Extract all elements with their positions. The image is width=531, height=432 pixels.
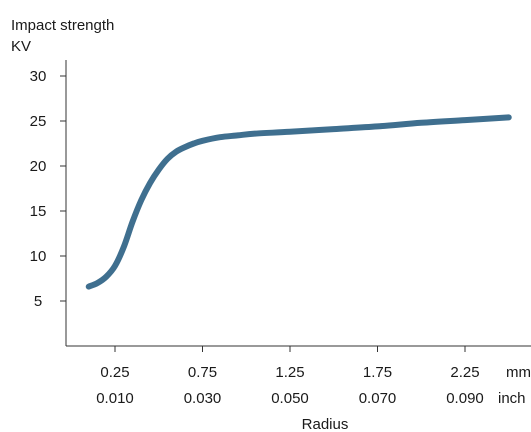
x-tick-label-inch: 0.010 [96, 390, 134, 407]
x-tick-label-mm: 0.75 [188, 364, 217, 381]
y-tick-label: 20 [30, 158, 47, 175]
x-tick-label-inch: 0.090 [446, 390, 484, 407]
x-tick-label-mm: 2.25 [450, 364, 479, 381]
x-axis-title: Radius [302, 416, 349, 432]
x-tick-label-inch: 0.030 [184, 390, 222, 407]
x-unit-inch: inch [498, 390, 526, 407]
y-tick-label: 25 [30, 113, 47, 130]
x-tick-label-mm: 1.75 [363, 364, 392, 381]
y-tick-label: 30 [30, 68, 47, 85]
x-axis-ticks: 0.25 0.010 0.75 0.030 1.25 0.050 1.75 0.070 2.25… [96, 346, 484, 407]
y-axis-title-line2: KV [11, 38, 31, 55]
y-axis-title-line1: Impact strength [11, 17, 114, 34]
x-tick-label-inch: 0.070 [359, 390, 397, 407]
x-tick-label-mm: 0.25 [100, 364, 129, 381]
x-tick-label-mm: 1.25 [275, 364, 304, 381]
y-tick-label: 15 [30, 203, 47, 220]
x-tick-label-inch: 0.050 [271, 390, 309, 407]
y-axis-ticks: 5 10 15 20 25 30 [30, 68, 66, 310]
y-tick-label: 10 [30, 248, 47, 265]
x-unit-mm: mm [506, 364, 531, 381]
y-tick-label: 5 [34, 293, 42, 310]
impact-strength-line [85, 114, 512, 290]
